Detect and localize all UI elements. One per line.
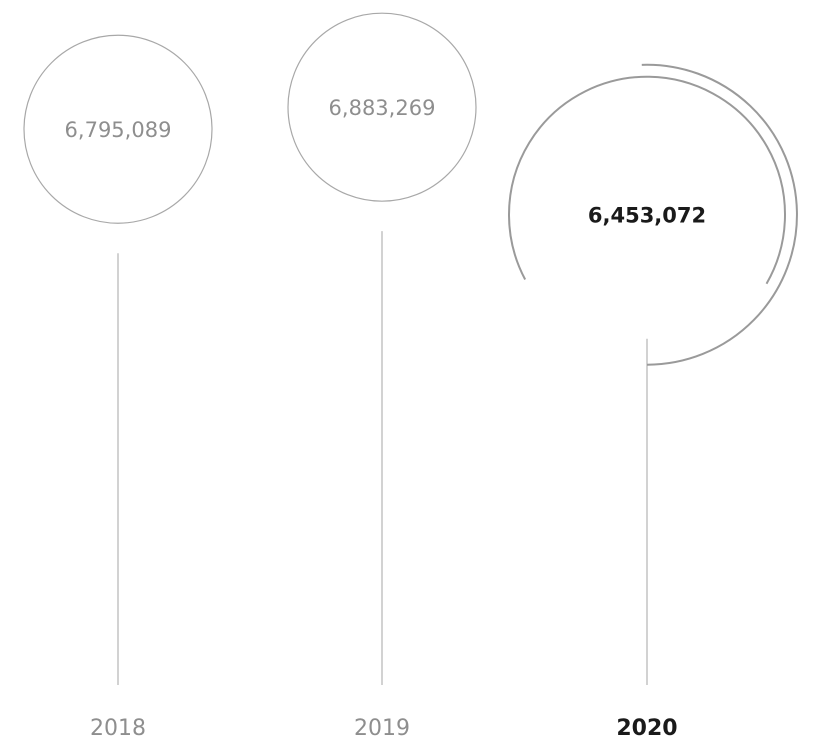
year-label-2018: 2018 bbox=[90, 716, 146, 741]
value-label-2019: 6,883,269 bbox=[329, 96, 436, 120]
highlight-arc-inner-2020 bbox=[507, 75, 786, 285]
value-label-2018: 6,795,089 bbox=[65, 118, 172, 142]
value-label-2020: 6,453,072 bbox=[588, 204, 706, 228]
year-label-2020: 2020 bbox=[616, 716, 677, 741]
value-circle-2019 bbox=[287, 12, 477, 202]
highlight-arc-outer-2020 bbox=[641, 63, 798, 366]
year-label-2019: 2019 bbox=[354, 716, 410, 741]
value-circle-2018 bbox=[23, 34, 213, 224]
